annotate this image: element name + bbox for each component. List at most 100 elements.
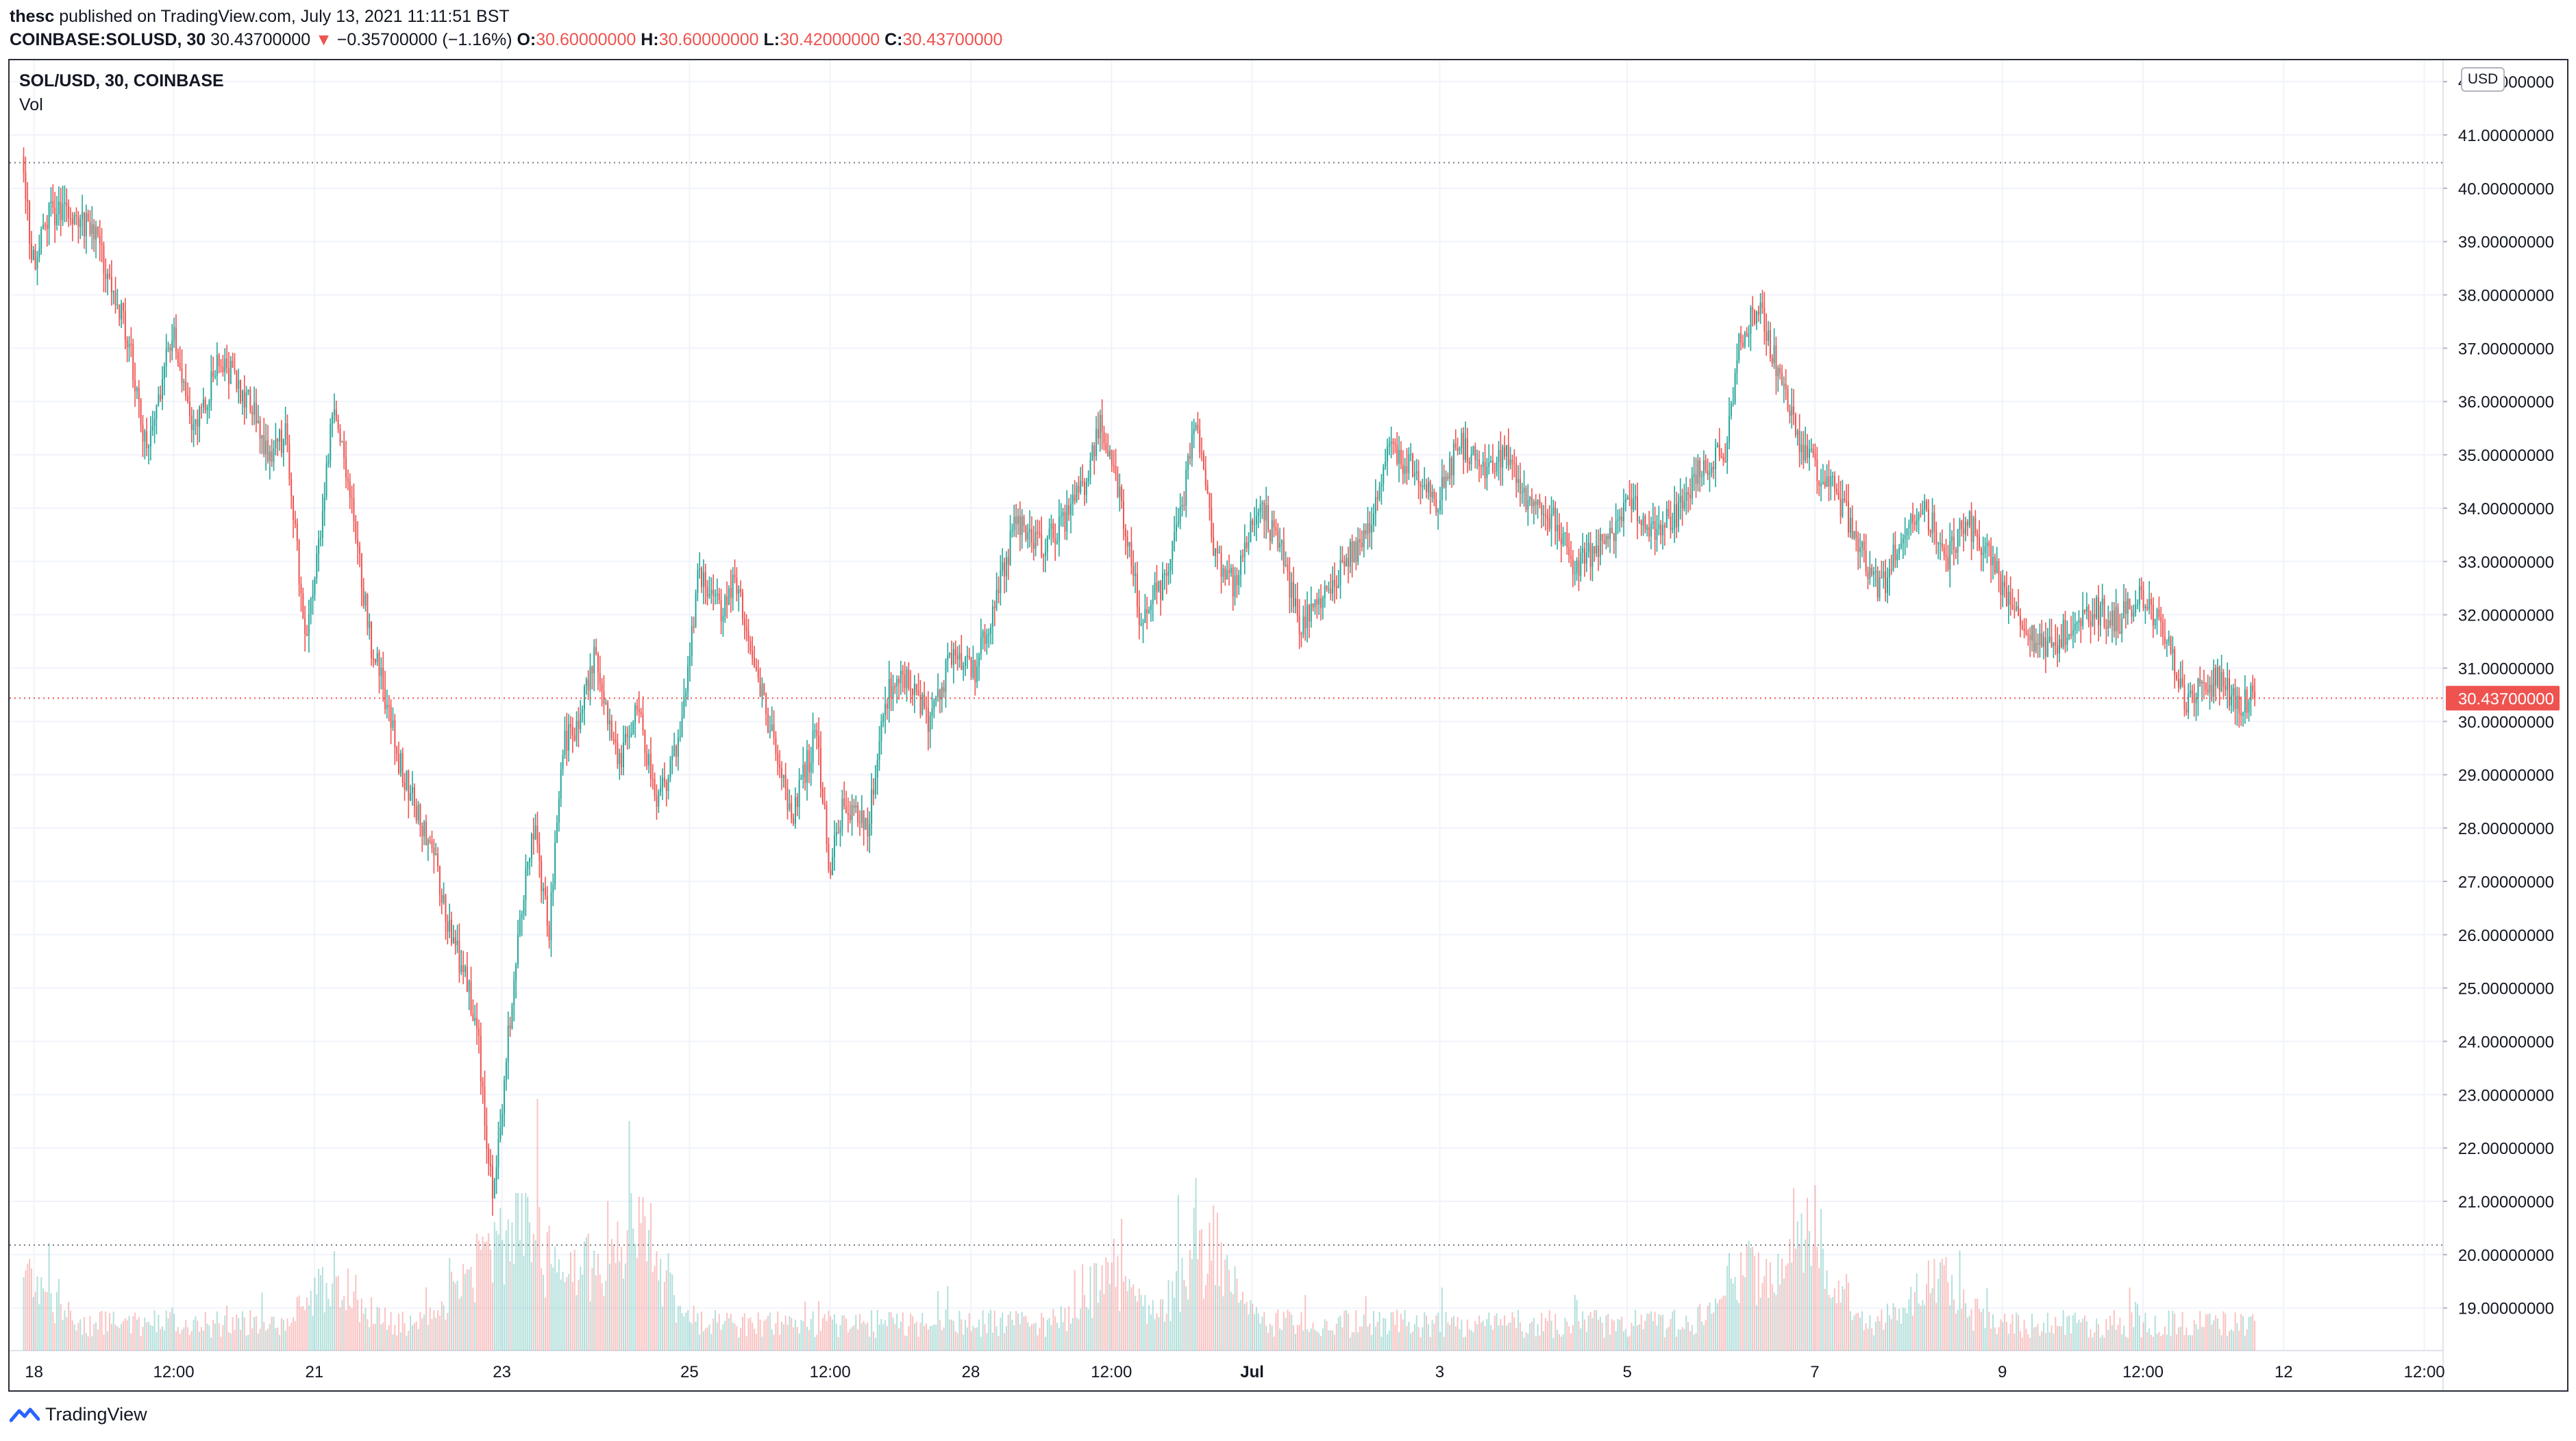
volume-bar bbox=[1574, 1294, 1576, 1351]
candle-body bbox=[441, 894, 443, 903]
volume-bar bbox=[1755, 1305, 1757, 1351]
volume-bar bbox=[927, 1329, 929, 1351]
candle-body bbox=[351, 497, 353, 499]
candle bbox=[2029, 627, 2031, 657]
candle bbox=[1152, 585, 1154, 622]
candle-body bbox=[85, 213, 87, 236]
volume-bar bbox=[652, 1272, 654, 1351]
candle bbox=[949, 652, 951, 659]
volume-bar bbox=[1890, 1319, 1892, 1351]
candle-body bbox=[1635, 496, 1637, 499]
volume-bar bbox=[423, 1314, 425, 1351]
volume-bar bbox=[839, 1325, 841, 1351]
candle-body bbox=[1291, 581, 1293, 598]
volume-bar bbox=[931, 1325, 933, 1351]
candle-body bbox=[802, 764, 804, 778]
candle-body bbox=[794, 797, 796, 824]
volume-bar bbox=[1877, 1316, 1879, 1351]
candle-body bbox=[2113, 610, 2115, 631]
candle bbox=[2150, 592, 2152, 620]
volume-bar bbox=[1433, 1323, 1435, 1351]
volume-bar bbox=[1640, 1314, 1642, 1351]
candle bbox=[2019, 608, 2021, 638]
candle bbox=[1663, 522, 1665, 546]
volume-bar bbox=[961, 1319, 963, 1351]
candle-body bbox=[406, 770, 408, 790]
candle-body bbox=[1912, 514, 1914, 523]
candle-body bbox=[1386, 446, 1388, 462]
volume-bar bbox=[491, 1282, 493, 1351]
candle-body bbox=[171, 340, 173, 351]
candle bbox=[876, 753, 878, 795]
volume-bar bbox=[1793, 1188, 1795, 1351]
candle bbox=[2080, 617, 2082, 643]
volume-bar bbox=[1961, 1309, 1963, 1351]
candle bbox=[1111, 449, 1113, 473]
candle bbox=[140, 398, 142, 433]
candle-body bbox=[1826, 476, 1828, 487]
volume-bar bbox=[114, 1325, 116, 1351]
candle-body bbox=[158, 394, 160, 405]
candle bbox=[1209, 492, 1211, 521]
currency-badge[interactable]: USD bbox=[2461, 67, 2505, 92]
volume-bar bbox=[99, 1312, 101, 1351]
volume-bar bbox=[1488, 1312, 1490, 1351]
volume-bar bbox=[2129, 1287, 2131, 1351]
candle bbox=[1996, 547, 1998, 574]
volume-bar bbox=[71, 1320, 73, 1351]
footer-brand[interactable]: TradingView bbox=[10, 1404, 147, 1425]
candle-body bbox=[1337, 584, 1339, 588]
candle-body bbox=[1472, 446, 1474, 455]
volume-bar bbox=[1572, 1325, 1574, 1351]
volume-bar bbox=[312, 1316, 314, 1351]
candle bbox=[1965, 516, 1967, 542]
candle-body bbox=[1085, 481, 1087, 495]
candle-body bbox=[732, 575, 734, 598]
candle-body bbox=[1113, 464, 1115, 467]
candle-body bbox=[548, 925, 550, 940]
candle bbox=[1213, 523, 1215, 557]
volume-bar bbox=[488, 1233, 490, 1351]
candle bbox=[1633, 483, 1635, 512]
candle-body bbox=[447, 921, 449, 932]
candle bbox=[69, 207, 71, 226]
volume-bar bbox=[1148, 1305, 1150, 1351]
candle-body bbox=[345, 458, 347, 478]
volume-bar bbox=[1445, 1312, 1447, 1351]
volume-bar bbox=[853, 1325, 855, 1351]
volume-bar bbox=[257, 1333, 259, 1351]
candle bbox=[1308, 603, 1310, 638]
candle bbox=[404, 773, 406, 801]
candle bbox=[220, 359, 222, 373]
candle bbox=[787, 779, 789, 820]
volume-bar bbox=[1424, 1312, 1426, 1351]
volume-bar bbox=[1255, 1307, 1257, 1351]
candle-body bbox=[1828, 476, 1830, 487]
candle-body bbox=[357, 539, 359, 547]
candle bbox=[573, 727, 575, 742]
candle bbox=[425, 814, 427, 846]
volume-bar bbox=[54, 1323, 56, 1351]
candle bbox=[1226, 560, 1228, 580]
candle-body bbox=[480, 1036, 482, 1082]
candle-body bbox=[945, 660, 947, 692]
publisher-name[interactable]: thesc bbox=[10, 7, 55, 26]
candle bbox=[1463, 427, 1465, 475]
candle bbox=[77, 211, 79, 244]
volume-bar bbox=[238, 1318, 240, 1351]
volume-bar bbox=[968, 1313, 970, 1351]
candle bbox=[1355, 537, 1357, 571]
volume-bar bbox=[103, 1334, 105, 1351]
candle-body bbox=[2183, 685, 2185, 710]
candle-body bbox=[990, 627, 992, 634]
candle bbox=[1349, 538, 1351, 574]
candle bbox=[2004, 575, 2006, 598]
candle bbox=[1199, 418, 1201, 458]
volume-bar bbox=[890, 1312, 892, 1351]
chart-frame[interactable] bbox=[8, 59, 2568, 1392]
volume-bar bbox=[1912, 1316, 1914, 1351]
candle bbox=[915, 684, 917, 696]
volume-bar bbox=[306, 1297, 308, 1351]
candle bbox=[1968, 510, 1970, 529]
